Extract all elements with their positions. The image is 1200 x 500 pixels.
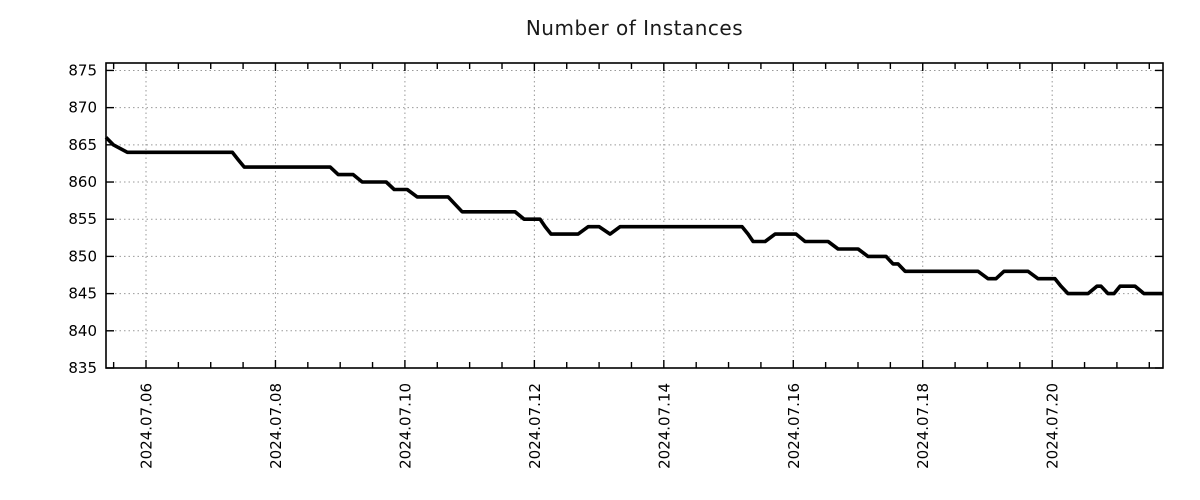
y-tick-label: 845 bbox=[68, 285, 97, 303]
x-tick-label: 2024.07.12 bbox=[526, 383, 544, 469]
x-tick-label: 2024.07.20 bbox=[1044, 383, 1062, 469]
y-tick-label: 850 bbox=[68, 247, 97, 265]
y-tick-label: 870 bbox=[68, 99, 97, 117]
x-tick-label: 2024.07.14 bbox=[655, 383, 673, 469]
y-tick-label: 835 bbox=[68, 359, 97, 377]
y-tick-label: 855 bbox=[68, 210, 97, 228]
x-tick-label: 2024.07.08 bbox=[267, 383, 285, 469]
series-line bbox=[104, 136, 1163, 296]
chart-title: Number of Instances bbox=[525, 16, 744, 40]
x-tick-label: 2024.07.18 bbox=[914, 383, 932, 469]
y-tick-label: 865 bbox=[68, 136, 97, 154]
y-tick-label: 840 bbox=[68, 322, 97, 340]
x-tick-label: 2024.07.10 bbox=[396, 383, 414, 469]
y-tick-label: 875 bbox=[68, 61, 97, 79]
x-tick-label: 2024.07.06 bbox=[138, 383, 156, 469]
plot-frame bbox=[105, 62, 1164, 369]
y-tick-label: 860 bbox=[68, 173, 97, 191]
x-tick-label: 2024.07.16 bbox=[785, 383, 803, 469]
